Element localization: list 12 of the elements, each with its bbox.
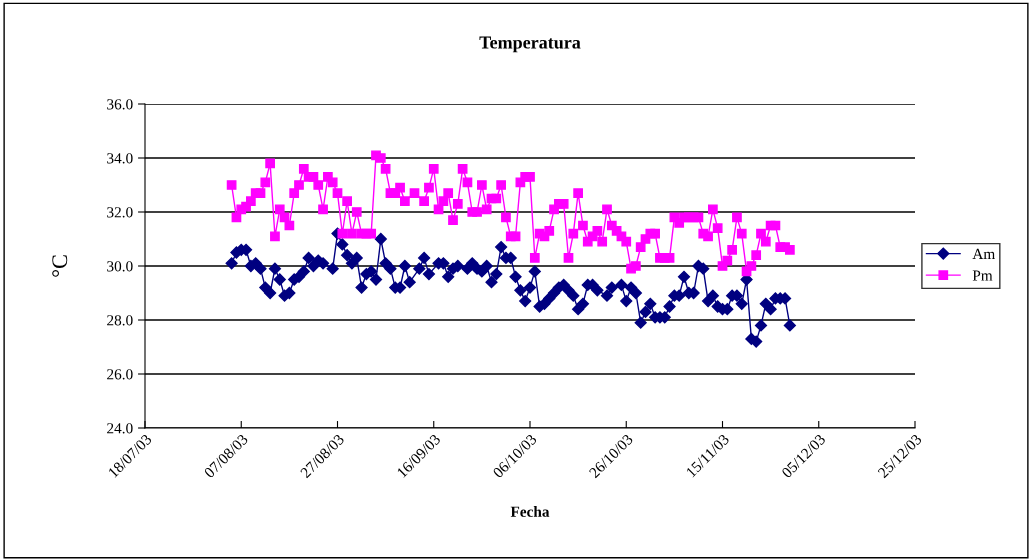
x-axis-title: Fecha — [510, 506, 550, 517]
legend-label: Pm — [972, 270, 993, 281]
y-tick-label: 28.0 — [107, 315, 133, 326]
y-axis-title: °C — [52, 255, 68, 277]
y-tick-label: 32.0 — [107, 207, 133, 218]
y-tick-label: 24.0 — [107, 423, 133, 434]
legend-label: Am — [972, 248, 995, 259]
y-tick-label: 36.0 — [107, 99, 133, 110]
y-tick-label: 34.0 — [107, 153, 133, 164]
y-tick-label: 30.0 — [107, 261, 133, 272]
chart-title: Temperatura — [479, 36, 581, 53]
y-tick-label: 26.0 — [107, 369, 133, 380]
